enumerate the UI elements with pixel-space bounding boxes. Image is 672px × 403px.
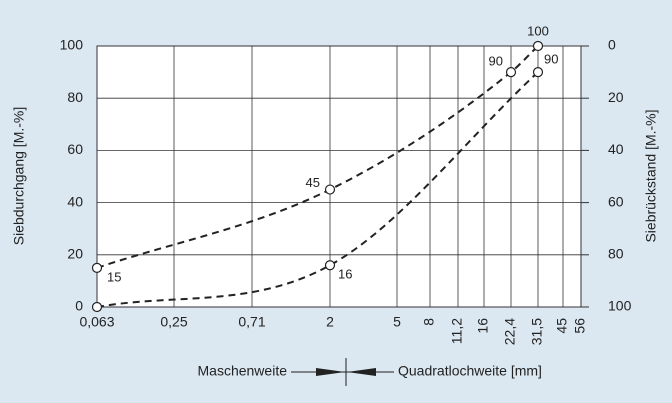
x-tick-label: 22,4	[502, 318, 518, 345]
x-tick-label: 31,5	[529, 318, 545, 345]
y2-tick-label: 0	[608, 37, 616, 53]
y-tick-label: 80	[67, 89, 83, 105]
point-marker	[91, 301, 103, 313]
sieve-divider	[291, 358, 394, 386]
x-tick-label: 8	[421, 318, 437, 326]
y-tick-label: 20	[67, 246, 83, 262]
value-label: 16	[338, 267, 352, 282]
y2-tick-label: 20	[608, 89, 624, 105]
value-label: 90	[544, 52, 558, 67]
y-tick-label: 40	[67, 193, 83, 209]
x-tick-label: 56	[572, 318, 588, 334]
value-label: 15	[107, 269, 121, 284]
x-tick-label: 0,71	[238, 314, 265, 330]
x-axis-title-left: Maschenweite	[198, 363, 288, 379]
y-tick-label: 60	[67, 141, 83, 157]
point-marker	[91, 262, 103, 273]
point-marker	[324, 260, 336, 271]
x-tick-label: 45	[554, 318, 570, 334]
y2-tick-label: 60	[608, 193, 624, 209]
y2-axis-title: Siebrückstand [M.-%]	[643, 109, 659, 242]
y-tick-label: 0	[75, 298, 83, 314]
point-marker	[505, 66, 517, 78]
x-tick-label: 0,063	[79, 314, 114, 330]
x-tick-label: 2	[326, 314, 334, 330]
point-marker	[532, 66, 544, 78]
point-marker	[532, 40, 544, 52]
x-axis-title-right: Quadratlochweite [mm]	[398, 363, 542, 379]
y2-tick-label: 100	[608, 298, 632, 314]
x-tick-label: 11,2	[449, 318, 465, 344]
value-label: 45	[306, 175, 320, 190]
value-label: 100	[527, 23, 549, 38]
y2-tick-label: 80	[608, 246, 624, 262]
grading-curve	[96, 71, 539, 308]
plot-frame	[96, 45, 582, 308]
x-tick-label: 5	[393, 314, 401, 330]
y-axis-title: Siebdurchgang [M.-%]	[11, 107, 27, 246]
y-tick-label: 100	[60, 37, 84, 53]
value-label: 90	[489, 54, 503, 69]
grading-curve	[96, 45, 539, 269]
point-marker	[324, 184, 336, 195]
x-tick-label: 0,25	[160, 314, 187, 330]
x-tick-label: 16	[475, 318, 491, 334]
plot-area	[97, 46, 581, 307]
y2-tick-label: 40	[608, 141, 624, 157]
